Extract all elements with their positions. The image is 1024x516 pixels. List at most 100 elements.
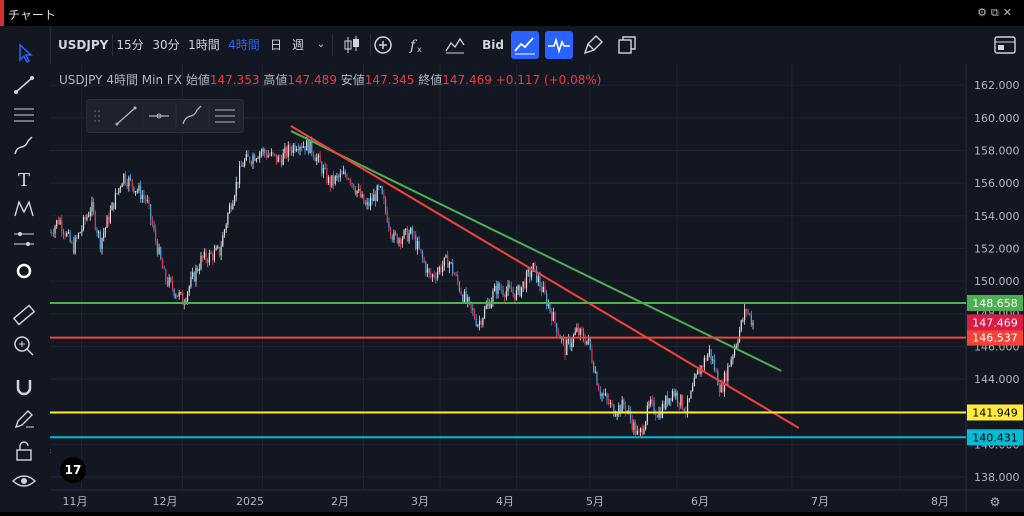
- svg-text:f: f: [409, 38, 418, 54]
- interval-15m[interactable]: 15分: [116, 38, 144, 52]
- drag-handle-icon[interactable]: [94, 110, 100, 122]
- candle-body: [358, 188, 360, 191]
- x-tick-label: 3月: [411, 495, 429, 508]
- candle-body: [388, 222, 390, 228]
- candle-body: [509, 284, 511, 288]
- interval-day[interactable]: 日: [269, 38, 282, 52]
- trendline-tool-icon[interactable]: [10, 72, 38, 98]
- interval-4h[interactable]: 4時間: [228, 38, 260, 52]
- candle-body: [165, 269, 167, 282]
- compare-add-icon[interactable]: [369, 31, 397, 59]
- interval-1h[interactable]: 1時間: [188, 38, 220, 52]
- candle-body: [522, 281, 524, 287]
- cursor-arrow-icon[interactable]: [10, 40, 38, 66]
- tradingview-logo[interactable]: 17: [60, 457, 86, 483]
- lock-open-icon[interactable]: [10, 438, 38, 464]
- pulse-chart-toggle-icon[interactable]: [545, 31, 573, 59]
- candle-body: [230, 205, 232, 210]
- float-trendline-icon[interactable]: [115, 106, 137, 126]
- candle-body: [129, 177, 132, 180]
- brush-clear-icon[interactable]: [580, 31, 608, 59]
- x-tick-label: 6月: [691, 495, 709, 508]
- candle-body: [210, 252, 212, 254]
- sidebar-collapse-chevron-icon[interactable]: ‹: [48, 446, 52, 457]
- candle-body: [282, 153, 284, 165]
- trend-chart-toggle-icon[interactable]: [511, 31, 539, 59]
- green-trendline[interactable]: [290, 130, 782, 372]
- visibility-eye-icon[interactable]: [10, 468, 38, 494]
- interval-30m[interactable]: 30分: [152, 38, 180, 52]
- candle-body: [737, 341, 739, 346]
- layout-copy-icon[interactable]: [613, 31, 641, 59]
- candle-body: [621, 399, 623, 413]
- candle-body: [366, 201, 368, 205]
- yellow-level-badge: [967, 404, 1023, 421]
- candle-body: [458, 282, 461, 292]
- candle-body: [222, 235, 224, 247]
- chart-settings-gear-icon[interactable]: ⚙: [990, 495, 1001, 509]
- candle-body: [314, 157, 316, 162]
- brush-tool-icon[interactable]: [10, 133, 38, 159]
- candle-body: [733, 348, 736, 356]
- candle-body: [181, 292, 184, 305]
- candle-body: [489, 302, 491, 309]
- ruler-measure-icon[interactable]: [10, 302, 38, 328]
- candle-body: [564, 340, 566, 356]
- stay-drawing-mode-icon[interactable]: [10, 406, 38, 432]
- magnet-snap-icon[interactable]: [10, 374, 38, 400]
- circle-tool-icon[interactable]: [10, 258, 38, 284]
- candle-body: [645, 421, 647, 430]
- templates-icon[interactable]: [441, 31, 469, 59]
- candle-body: [398, 238, 400, 244]
- candle-body: [665, 396, 667, 409]
- candle-body: [695, 374, 697, 378]
- current-price-label: 147.469: [972, 316, 1018, 329]
- price-chart[interactable]: 162.000 160.000 158.000 156.000 154.000 152.0…: [48, 64, 1024, 512]
- legend-open-value: 147.353: [209, 73, 260, 87]
- candle-body: [59, 220, 61, 225]
- prediction-tool-icon[interactable]: [10, 226, 38, 252]
- candle-body: [348, 178, 350, 180]
- candle-body: [636, 430, 638, 435]
- pattern-tool-icon[interactable]: [10, 196, 38, 222]
- candle-body: [744, 309, 746, 321]
- candle-body: [324, 167, 326, 169]
- candle-body: [393, 232, 395, 240]
- text-tool-icon[interactable]: T: [10, 165, 38, 191]
- candle-body: [91, 201, 93, 212]
- candle-body: [168, 277, 170, 286]
- chart-pane[interactable]: 162.000 160.000 158.000 156.000 154.000 152.0…: [48, 64, 1024, 512]
- symbol-selector[interactable]: USDJPY: [58, 38, 109, 52]
- interval-dropdown-chevron-icon[interactable]: ⌄: [316, 39, 326, 50]
- candle-body: [735, 345, 737, 349]
- candle-body: [66, 232, 68, 237]
- candle-body: [207, 260, 209, 263]
- price-source-bid[interactable]: Bid: [482, 38, 504, 52]
- candle-style-icon[interactable]: [338, 31, 366, 59]
- current-price-badge: [967, 314, 1023, 331]
- candle-body: [608, 398, 610, 404]
- candle-body: [436, 271, 439, 279]
- float-brush-icon[interactable]: [182, 105, 202, 125]
- fib-levels-tool-icon[interactable]: [10, 102, 38, 128]
- candle-body: [205, 251, 207, 261]
- red-trendline[interactable]: [290, 125, 800, 429]
- candle-body: [452, 262, 454, 274]
- zoom-in-icon[interactable]: [10, 332, 38, 358]
- candle-body: [302, 146, 304, 148]
- candle-body: [84, 217, 86, 220]
- window-title: チャート: [8, 8, 56, 22]
- candle-body: [596, 371, 598, 386]
- candle-body: [232, 203, 234, 210]
- interval-week[interactable]: 週: [291, 38, 304, 52]
- candle-body: [641, 428, 643, 435]
- float-fib-icon[interactable]: [215, 109, 235, 123]
- layout-settings-icon[interactable]: [991, 31, 1019, 59]
- candle-body: [475, 318, 477, 326]
- candle-body: [373, 194, 375, 202]
- candle-body: [62, 231, 65, 234]
- candle-body: [272, 152, 274, 154]
- window-controls[interactable]: ⚙⧉✕: [977, 6, 1016, 19]
- float-horizontal-ray-icon[interactable]: [149, 113, 169, 119]
